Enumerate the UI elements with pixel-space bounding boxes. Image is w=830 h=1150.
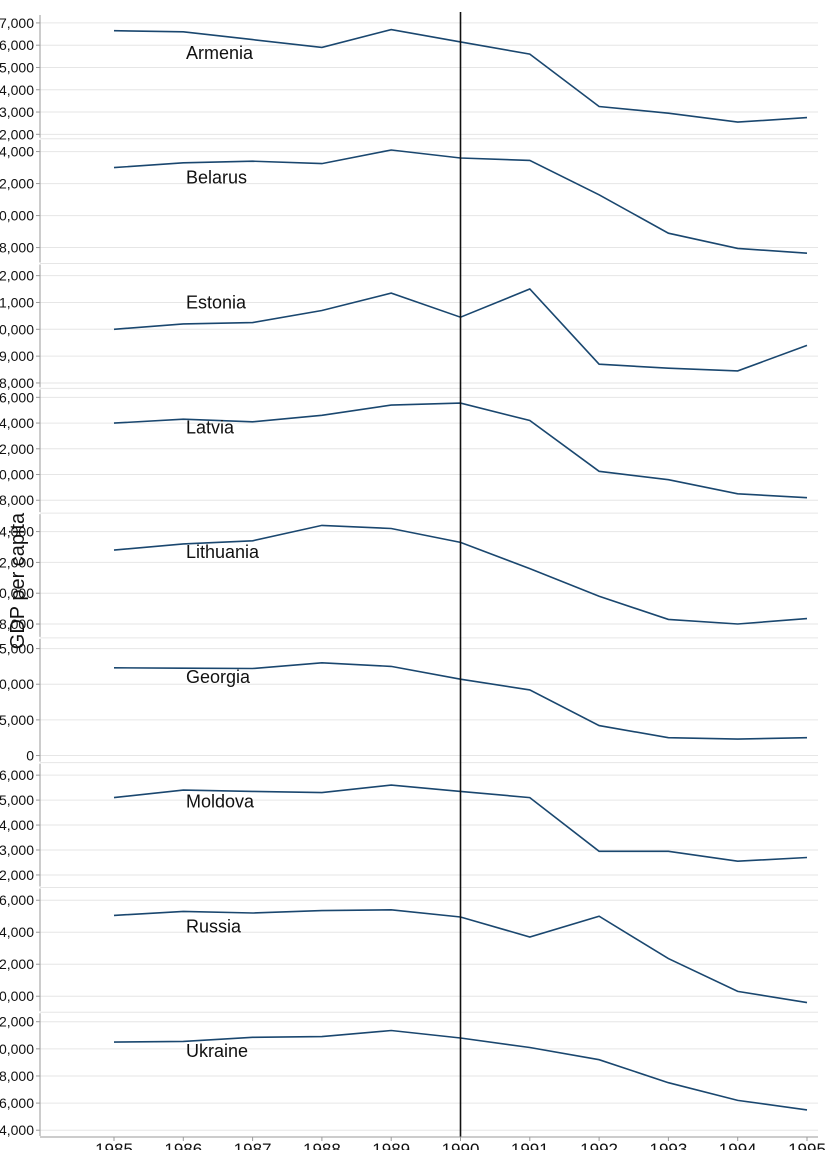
x-axis: 1985 1986 1987 1988 1989 1990 1991 1992 1993 1994…	[40, 1136, 826, 1150]
panel-belarus: 8,000 10,000 12,000 14,000 Belarus	[0, 138, 818, 263]
panel-georgia: 0 5,000 10,000 15,000 Georgia	[0, 637, 818, 764]
y-tick-label: 12,000	[0, 554, 34, 570]
panels: 2,000 3,000 4,000 5,000 6,000 7,000 Armenia 8,0…	[0, 15, 818, 1138]
panel-ukraine: 4,000 6,000 8,000 10,000 12,000 Ukraine	[0, 1011, 818, 1138]
y-tick-label: 12,000	[0, 1014, 34, 1030]
y-tick-label: 14,000	[0, 524, 34, 540]
panel-label-ukraine: Ukraine	[186, 1041, 248, 1061]
x-tick-label: 1985	[95, 1140, 133, 1150]
y-axis-label: GDP per capita	[7, 512, 29, 649]
panel-label-estonia: Estonia	[186, 292, 247, 312]
y-tick-label: 12,000	[0, 441, 34, 457]
y-tick-label: 8,000	[0, 375, 34, 391]
y-tick-label: 10,000	[0, 467, 34, 483]
y-tick-label: 4,000	[0, 82, 34, 98]
y-tick-label: 8,000	[0, 240, 34, 256]
panel-label-georgia: Georgia	[186, 667, 251, 687]
x-tick-label: 1992	[580, 1140, 618, 1150]
y-tick-label: 16,000	[0, 389, 34, 405]
panel-moldova: 2,000 3,000 4,000 5,000 6,000 Moldova	[0, 762, 818, 887]
y-tick-label: 12,000	[0, 176, 34, 192]
x-tick-label: 1994	[719, 1140, 757, 1150]
panel-estonia: 8,000 9,000 10,000 11,000 12,000 Estonia	[0, 263, 818, 391]
y-tick-label: 10,000	[0, 585, 34, 601]
panel-latvia: 8,000 10,000 12,000 14,000 16,000 Latvia	[0, 387, 818, 513]
x-tick-label: 1989	[372, 1140, 410, 1150]
panel-label-latvia: Latvia	[186, 417, 235, 437]
y-tick-label: 10,000	[0, 676, 34, 692]
y-tick-label: 6,000	[0, 1095, 34, 1111]
y-tick-label: 4,000	[0, 817, 34, 833]
y-tick-label: 3,000	[0, 842, 34, 858]
y-tick-label: 3,000	[0, 104, 34, 120]
y-tick-label: 5,000	[0, 712, 34, 728]
y-tick-label: 6,000	[0, 37, 34, 53]
y-tick-label: 9,000	[0, 348, 34, 364]
y-tick-label: 11,000	[0, 294, 34, 310]
y-tick-label: 2,000	[0, 126, 34, 142]
panel-armenia: 2,000 3,000 4,000 5,000 6,000 7,000 Armenia	[0, 15, 818, 142]
x-tick-label: 1988	[303, 1140, 341, 1150]
y-tick-label: 5,000	[0, 59, 34, 75]
y-tick-label: 10,000	[0, 321, 34, 337]
panel-label-belarus: Belarus	[186, 168, 247, 188]
y-tick-label: 0	[26, 748, 34, 764]
panel-label-lithuania: Lithuania	[186, 542, 260, 562]
y-tick-label: 16,000	[0, 892, 34, 908]
panel-lithuania: 8,000 10,000 12,000 14,000 Lithuania	[0, 512, 818, 637]
y-tick-label: 10,000	[0, 988, 34, 1004]
y-tick-label: 8,000	[0, 1068, 34, 1084]
y-tick-label: 14,000	[0, 144, 34, 160]
y-tick-label: 8,000	[0, 616, 34, 632]
y-tick-label: 14,000	[0, 924, 34, 940]
y-tick-label: 2,000	[0, 867, 34, 883]
y-tick-label: 5,000	[0, 792, 34, 808]
y-tick-label: 6,000	[0, 767, 34, 783]
x-tick-label: 1995	[788, 1140, 826, 1150]
y-tick-label: 14,000	[0, 415, 34, 431]
y-tick-label: 12,000	[0, 268, 34, 284]
x-tick-label: 1993	[649, 1140, 687, 1150]
x-tick-label: 1991	[511, 1140, 549, 1150]
panel-label-armenia: Armenia	[186, 43, 254, 63]
panel-label-moldova: Moldova	[186, 792, 255, 812]
y-tick-label: 4,000	[0, 1122, 34, 1138]
y-tick-label: 10,000	[0, 208, 34, 224]
y-tick-label: 7,000	[0, 15, 34, 31]
y-tick-label: 8,000	[0, 492, 34, 508]
x-tick-label: 1986	[164, 1140, 202, 1150]
y-tick-label: 10,000	[0, 1041, 34, 1057]
x-tick-label: 1990	[442, 1140, 480, 1150]
panel-label-russia: Russia	[186, 916, 242, 936]
y-tick-label: 15,000	[0, 641, 34, 657]
y-tick-label: 12,000	[0, 956, 34, 972]
x-tick-label: 1987	[234, 1140, 272, 1150]
panel-russia: 10,000 12,000 14,000 16,000 Russia	[0, 886, 818, 1012]
